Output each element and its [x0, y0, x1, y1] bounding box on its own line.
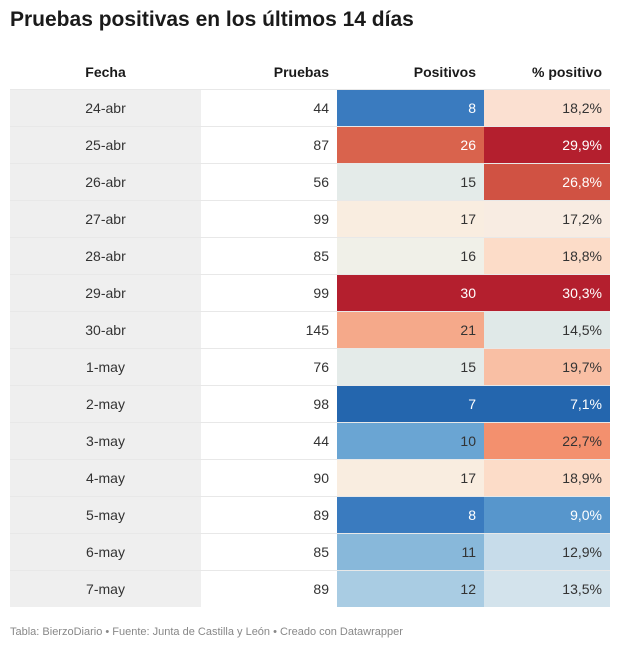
cell-pct-positivo: 14,5%: [484, 311, 610, 349]
table-row: 29-abr 99 30 30,3%: [10, 274, 610, 312]
cell-positivos: 11: [337, 533, 484, 571]
source-footer: Tabla: BierzoDiario • Fuente: Junta de C…: [10, 626, 403, 638]
cell-fecha: 1-may: [10, 348, 201, 386]
cell-positivos: 16: [337, 237, 484, 275]
cell-fecha: 28-abr: [10, 237, 201, 275]
cell-pruebas: 99: [201, 274, 337, 312]
cell-positivos: 10: [337, 422, 484, 460]
table-row: 27-abr 99 17 17,2%: [10, 200, 610, 238]
cell-positivos: 12: [337, 570, 484, 607]
cell-pruebas: 44: [201, 89, 337, 127]
cell-pct-positivo: 17,2%: [484, 200, 610, 238]
table-row: 24-abr 44 8 18,2%: [10, 89, 610, 127]
cell-positivos: 15: [337, 348, 484, 386]
data-table: Fecha Pruebas Positivos % positivo 24-ab…: [10, 54, 610, 607]
cell-fecha: 30-abr: [10, 311, 201, 349]
cell-pct-positivo: 18,2%: [484, 89, 610, 127]
cell-fecha: 3-may: [10, 422, 201, 460]
cell-pruebas: 89: [201, 496, 337, 534]
cell-pct-positivo: 29,9%: [484, 126, 610, 164]
cell-pct-positivo: 22,7%: [484, 422, 610, 460]
cell-pct-positivo: 7,1%: [484, 385, 610, 423]
cell-positivos: 17: [337, 459, 484, 497]
chart-title: Pruebas positivas en los últimos 14 días: [10, 8, 414, 31]
cell-positivos: 30: [337, 274, 484, 312]
table-row: 3-may 44 10 22,7%: [10, 422, 610, 460]
cell-fecha: 25-abr: [10, 126, 201, 164]
table-row: 28-abr 85 16 18,8%: [10, 237, 610, 275]
table-row: 6-may 85 11 12,9%: [10, 533, 610, 571]
cell-pruebas: 145: [201, 311, 337, 349]
table-row: 4-may 90 17 18,9%: [10, 459, 610, 497]
cell-fecha: 7-may: [10, 570, 201, 607]
cell-pct-positivo: 13,5%: [484, 570, 610, 607]
cell-pruebas: 56: [201, 163, 337, 201]
cell-fecha: 27-abr: [10, 200, 201, 238]
cell-positivos: 8: [337, 496, 484, 534]
cell-pct-positivo: 26,8%: [484, 163, 610, 201]
cell-pruebas: 90: [201, 459, 337, 497]
cell-positivos: 17: [337, 200, 484, 238]
cell-fecha: 2-may: [10, 385, 201, 423]
cell-pruebas: 87: [201, 126, 337, 164]
column-header-positivos[interactable]: Positivos: [413, 63, 476, 80]
cell-pruebas: 85: [201, 533, 337, 571]
table-row: 7-may 89 12 13,5%: [10, 570, 610, 607]
cell-pct-positivo: 19,7%: [484, 348, 610, 386]
table-row: 1-may 76 15 19,7%: [10, 348, 610, 386]
cell-positivos: 21: [337, 311, 484, 349]
column-header-pruebas[interactable]: Pruebas: [273, 63, 329, 80]
column-header-pct-positivo[interactable]: % positivo: [531, 63, 602, 80]
cell-pruebas: 89: [201, 570, 337, 607]
table-row: 2-may 98 7 7,1%: [10, 385, 610, 423]
column-header-fecha[interactable]: Fecha: [85, 63, 126, 80]
cell-positivos: 8: [337, 89, 484, 127]
cell-pruebas: 85: [201, 237, 337, 275]
cell-fecha: 26-abr: [10, 163, 201, 201]
table-row: 26-abr 56 15 26,8%: [10, 163, 610, 201]
cell-fecha: 5-may: [10, 496, 201, 534]
cell-pruebas: 98: [201, 385, 337, 423]
cell-positivos: 15: [337, 163, 484, 201]
cell-fecha: 4-may: [10, 459, 201, 497]
cell-pct-positivo: 12,9%: [484, 533, 610, 571]
cell-pct-positivo: 18,8%: [484, 237, 610, 275]
cell-positivos: 7: [337, 385, 484, 423]
cell-pruebas: 44: [201, 422, 337, 460]
cell-positivos: 26: [337, 126, 484, 164]
table-row: 30-abr 145 21 14,5%: [10, 311, 610, 349]
cell-fecha: 6-may: [10, 533, 201, 571]
cell-fecha: 24-abr: [10, 89, 201, 127]
table-row: 5-may 89 8 9,0%: [10, 496, 610, 534]
table-row: 25-abr 87 26 29,9%: [10, 126, 610, 164]
table-header-row: Fecha Pruebas Positivos % positivo: [10, 54, 610, 90]
cell-pct-positivo: 9,0%: [484, 496, 610, 534]
cell-pruebas: 99: [201, 200, 337, 238]
cell-fecha: 29-abr: [10, 274, 201, 312]
cell-pct-positivo: 30,3%: [484, 274, 610, 312]
cell-pruebas: 76: [201, 348, 337, 386]
cell-pct-positivo: 18,9%: [484, 459, 610, 497]
